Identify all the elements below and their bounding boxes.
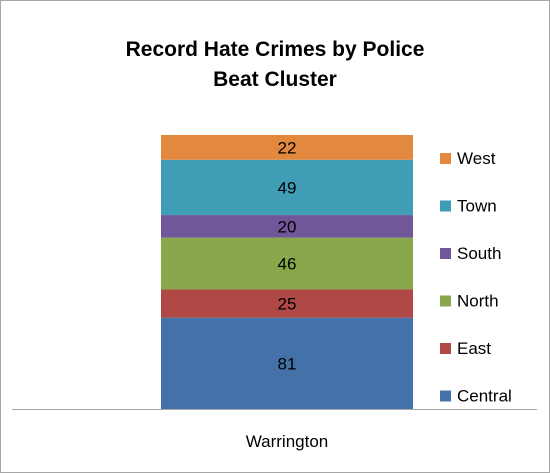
legend-label-east: East (457, 339, 491, 358)
legend-swatch-west (440, 153, 451, 164)
bar-segment-central (161, 317, 413, 409)
legend-swatch-south (440, 248, 451, 259)
legend-swatch-central (440, 390, 451, 402)
legend-swatch-east (440, 343, 451, 354)
bar-segment-west (161, 135, 413, 160)
chart-title-line-2: Beat Cluster (213, 68, 337, 91)
data-label-town: 49 (278, 178, 297, 197)
chart-title-line-1: Record Hate Crimes by Police (125, 38, 425, 61)
data-label-west: 22 (278, 138, 297, 157)
legend-label-north: North (457, 292, 499, 311)
bar-segment-town (161, 159, 413, 216)
bar-segment-north (161, 237, 413, 290)
legend-swatch-town (440, 200, 451, 212)
bar-segment-south (161, 215, 413, 238)
data-label-north: 46 (278, 255, 297, 274)
bar-segment-east (161, 289, 413, 318)
legend-swatch-north (440, 295, 451, 307)
category-label-warrington: Warrington (246, 432, 329, 451)
data-label-south: 20 (278, 217, 297, 236)
legend-label-town: Town (457, 197, 497, 216)
legend-label-west: West (457, 149, 496, 168)
data-label-east: 25 (278, 295, 297, 314)
legend-label-south: South (457, 244, 501, 263)
data-label-central: 81 (278, 354, 297, 373)
chart-title: Record Hate Crimes by Police Beat Cluste… (1, 35, 549, 95)
legend-label-central: Central (457, 387, 512, 406)
